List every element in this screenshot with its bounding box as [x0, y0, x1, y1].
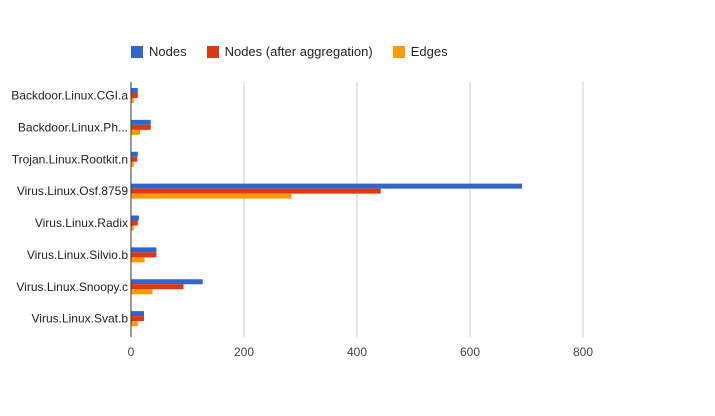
legend-label: Edges [410, 44, 448, 59]
bar-edges-2 [131, 161, 134, 167]
bar-nodes-after-aggregation--7 [131, 316, 144, 322]
x-tick-label: 0 [128, 345, 135, 359]
bar-nodes-after-aggregation--4 [131, 220, 138, 226]
legend-swatch [131, 45, 143, 58]
bar-edges-4 [131, 225, 134, 231]
legend-label: Nodes [149, 44, 187, 59]
category-label: Virus.Linux.Snoopy.c [16, 280, 128, 294]
x-tick-label: 200 [234, 345, 254, 359]
bar-nodes-4 [131, 215, 139, 221]
bar-nodes-0 [131, 88, 138, 93]
category-label: Virus.Linux.Silvio.b [27, 248, 128, 262]
x-tick-label: 600 [460, 345, 480, 359]
bar-edges-1 [131, 129, 141, 135]
legend-item: Nodes (after aggregation) [206, 44, 373, 59]
chart-legend: Nodes Nodes (after aggregation) Edges [131, 44, 468, 59]
bar-nodes-2 [131, 151, 138, 157]
bar-nodes-after-aggregation--5 [131, 252, 157, 258]
bar-edges-6 [131, 289, 153, 295]
bar-edges-0 [131, 98, 134, 103]
legend-label: Nodes (after aggregation) [224, 44, 373, 59]
x-tick-label: 800 [573, 345, 593, 359]
bar-nodes-after-aggregation--0 [131, 93, 138, 98]
bar-nodes-3 [131, 183, 522, 189]
legend-item: Edges [392, 44, 448, 59]
legend-swatch [392, 45, 405, 58]
bar-nodes-1 [131, 119, 151, 125]
category-label: Virus.Linux.Osf.8759 [17, 184, 129, 198]
x-tick-label: 400 [347, 345, 367, 359]
category-label: Virus.Linux.Radix [35, 216, 128, 230]
bar-nodes-7 [131, 311, 144, 317]
bar-edges-7 [131, 321, 138, 327]
category-label: Backdoor.Linux.CGI.a [11, 89, 128, 103]
bar-nodes-after-aggregation--1 [131, 124, 151, 130]
bar-edges-3 [131, 193, 292, 199]
bar-nodes-after-aggregation--3 [131, 188, 381, 194]
bar-edges-5 [131, 257, 145, 263]
legend-item: Nodes [131, 44, 187, 59]
bar-nodes-after-aggregation--6 [131, 284, 184, 290]
legend-swatch [206, 45, 219, 58]
bar-nodes-after-aggregation--2 [131, 156, 138, 162]
bar-nodes-5 [131, 247, 157, 253]
category-label: Trojan.Linux.Rootkit.n [12, 152, 128, 166]
bar-nodes-6 [131, 279, 203, 285]
category-label: Virus.Linux.Svat.b [32, 312, 129, 326]
category-label: Backdoor.Linux.Ph... [18, 120, 128, 134]
